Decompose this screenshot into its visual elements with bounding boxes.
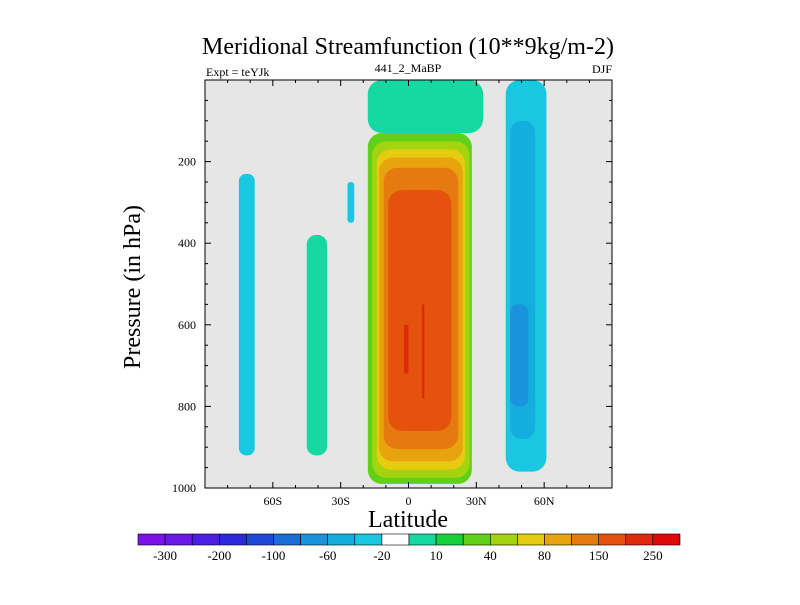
contour-region-6 (367, 80, 484, 134)
colorbar-swatch (327, 533, 356, 546)
colorbar-swatch (517, 533, 545, 546)
y-tick-label: 800 (178, 399, 196, 413)
chart-title: Meridional Streamfunction (10**9kg/m-2) (202, 34, 614, 60)
y-axis-label: Pressure (in hPa) (120, 205, 146, 369)
contour-region-12 (388, 190, 452, 431)
season-label: DJF (592, 62, 612, 76)
colorbar-swatch (381, 533, 410, 546)
colorbar-swatch (191, 533, 220, 546)
x-tick-label: 60N (534, 494, 555, 508)
colorbar-swatch (300, 533, 329, 546)
colorbar-label: 150 (589, 548, 609, 563)
colorbar-swatch (571, 533, 599, 546)
colorbar-label: -20 (373, 548, 390, 563)
colorbar-label: 10 (430, 548, 443, 563)
y-tick-label: 600 (178, 318, 196, 332)
colorbar-swatch (462, 533, 491, 546)
colorbar-swatch (625, 533, 654, 546)
colorbar-swatch (598, 533, 627, 546)
colorbar-swatch (408, 533, 437, 546)
colorbar: -300 -200 -100 -60 -20 10 40 80 150 250 (137, 533, 681, 563)
contour-region-0 (238, 173, 255, 456)
colorbar-swatch (164, 533, 193, 546)
colorbar-label: -300 (153, 548, 177, 563)
colorbar-swatch (354, 533, 383, 546)
experiment-label: Expt = teYJk (206, 65, 269, 79)
contour-region-13 (403, 324, 409, 374)
y-tick-label: 200 (178, 155, 196, 169)
colorbar-label: -200 (207, 548, 231, 563)
x-tick-label: 30S (331, 494, 350, 508)
colorbar-label: 250 (643, 548, 663, 563)
colorbar-label: 40 (484, 548, 497, 563)
colorbar-swatch (544, 533, 572, 546)
x-tick-label: 30N (466, 494, 487, 508)
colorbar-label: 80 (538, 548, 551, 563)
colorbar-swatch (652, 533, 681, 546)
x-axis-label: Latitude (368, 507, 448, 533)
colorbar-label: -60 (319, 548, 336, 563)
colorbar-label: -100 (262, 548, 286, 563)
contour-region-1 (306, 235, 328, 456)
colorbar-swatch (137, 533, 166, 546)
y-tick-label: 1000 (172, 481, 196, 495)
colorbar-swatch (435, 533, 464, 546)
axis-ticks (205, 80, 612, 488)
contour-region-5 (510, 304, 529, 407)
run-label: 441_2_MaBP (375, 61, 442, 75)
x-tick-label: 0 (406, 494, 412, 508)
contour-region-2 (347, 182, 355, 223)
colorbar-swatch (219, 533, 247, 546)
colorbar-swatch (489, 533, 518, 546)
x-tick-label: 60S (263, 494, 282, 508)
contour-region-14 (422, 304, 425, 399)
colorbar-swatch (246, 533, 274, 546)
colorbar-swatch (273, 533, 301, 546)
y-tick-label: 400 (178, 236, 196, 250)
plot-area: 60S 30S 0 30N 60N 200 400 600 800 1000 (172, 79, 613, 508)
